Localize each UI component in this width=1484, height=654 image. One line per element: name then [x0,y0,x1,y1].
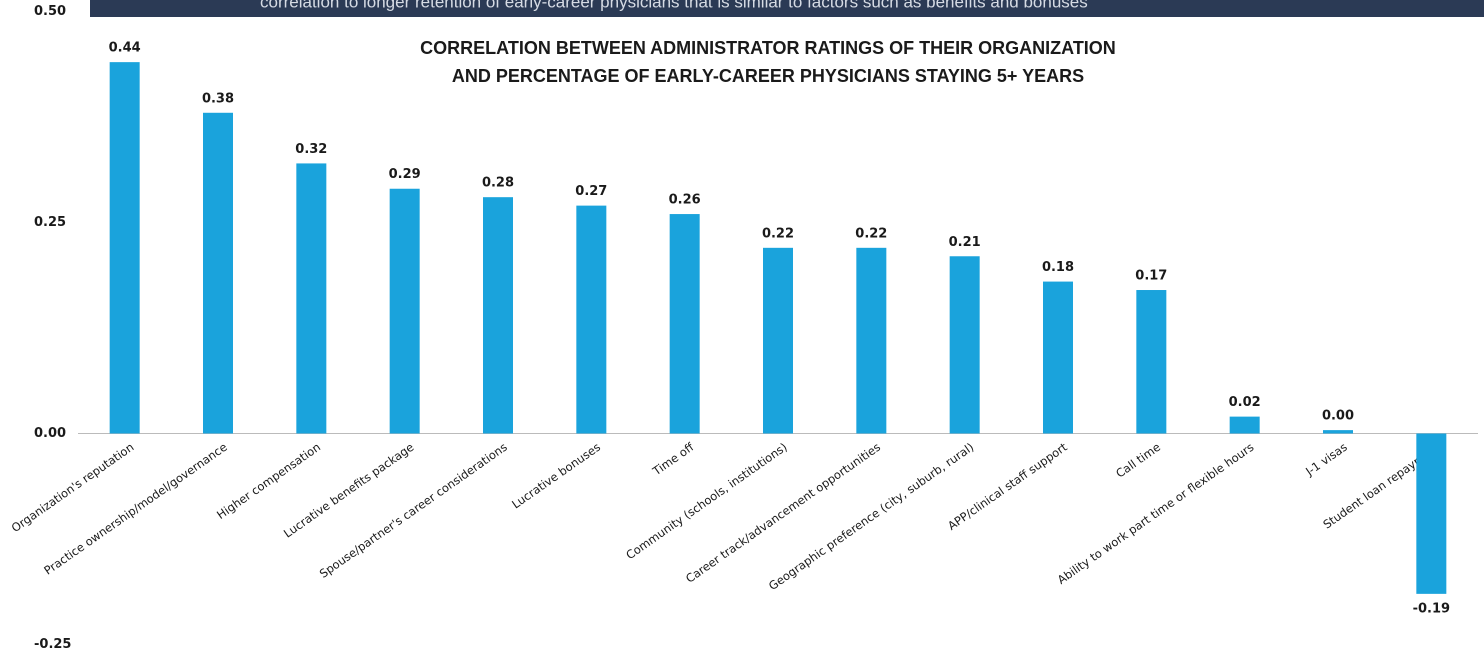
bar [763,247,793,434]
bar [203,112,233,434]
value-label: 0.38 [202,91,234,106]
value-label: 0.21 [949,235,981,250]
bar [856,247,887,434]
value-label: 0.32 [295,142,327,157]
x-tick-label: Practice ownership/model/governance [41,440,229,578]
value-label: 0.26 [669,193,701,208]
x-tick-label: Time off [649,439,697,478]
y-tick-label: 0.50 [34,4,66,19]
bar [1043,281,1073,434]
value-label: -0.19 [1413,601,1450,616]
banner [90,0,1484,17]
bar [483,197,513,434]
x-tick-label: Community (schools, institutions) [623,440,789,562]
value-label: 0.22 [855,226,887,241]
bar [1416,433,1447,594]
bar [669,214,700,434]
bar [1229,416,1260,434]
value-label: 0.00 [1322,409,1354,424]
y-tick-label: 0.00 [34,426,66,441]
x-tick-label: Lucrative bonuses [509,440,603,512]
bar [949,256,980,434]
x-tick-label: Call time [1113,440,1163,481]
value-label: 0.18 [1042,260,1074,275]
value-label: 0.22 [762,226,794,241]
chart-title: CORRELATION BETWEEN ADMINISTRATOR RATING… [420,38,1116,58]
y-tick-label: -0.25 [34,637,71,652]
x-tick-label: J-1 visas [1302,440,1349,479]
bar [576,205,607,434]
x-tick-label: Geographic preference (city, suburb, rur… [766,440,976,593]
bar [1323,430,1353,434]
y-tick-label: 0.25 [34,215,66,230]
bar [389,188,420,434]
value-label: 0.17 [1135,269,1167,284]
banner-text: correlation to longer retention of early… [260,0,1088,11]
x-tick-label: Ability to work part time or flexible ho… [1055,440,1257,587]
value-label: 0.44 [109,41,141,56]
chart-title: AND PERCENTAGE OF EARLY-CAREER PHYSICIAN… [452,66,1084,86]
bar [1136,290,1167,434]
bar [109,62,140,434]
value-label: 0.28 [482,176,514,191]
x-tick-label: Higher compensation [214,440,323,522]
value-label: 0.27 [575,184,607,199]
x-tick-label: Spouse/partner's career considerations [317,440,510,581]
value-label: 0.02 [1229,395,1261,410]
value-label: 0.29 [389,167,421,182]
bar [296,163,327,434]
x-tick-label: Career track/advancement opportunities [683,440,883,586]
